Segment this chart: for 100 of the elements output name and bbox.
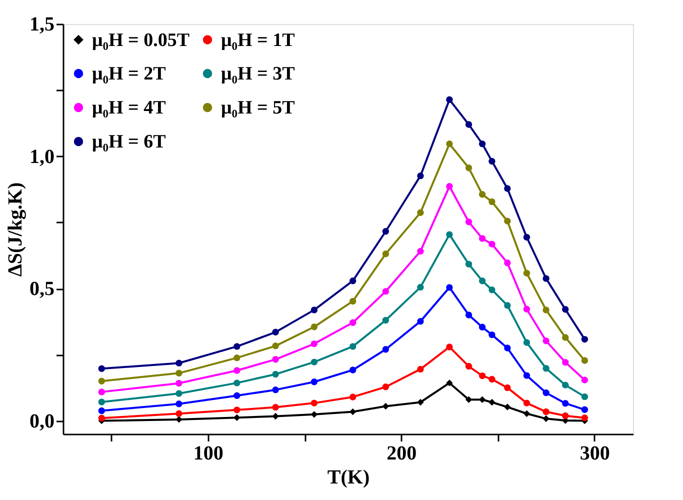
point: [504, 260, 511, 266]
point: [504, 344, 511, 352]
point: [417, 172, 424, 180]
point: [542, 338, 550, 344]
point: [562, 334, 569, 341]
point: [310, 358, 318, 366]
point: [446, 380, 453, 386]
point: [523, 234, 530, 241]
point: [523, 270, 530, 277]
point: [465, 362, 472, 370]
point: [478, 396, 486, 403]
point: [488, 376, 496, 383]
point: [581, 376, 588, 384]
point: [382, 402, 390, 410]
point: [417, 284, 424, 291]
point: [234, 414, 240, 421]
point: [446, 231, 453, 238]
legend-label: μ₀H = 4T: [92, 98, 166, 118]
point: [504, 185, 511, 192]
point: [488, 198, 496, 206]
point: [446, 183, 453, 190]
point: [465, 312, 472, 318]
point: [382, 384, 390, 390]
point: [310, 306, 318, 314]
point: [349, 319, 356, 326]
x-axis-title: T(K): [327, 466, 370, 488]
point: [234, 406, 240, 414]
point: [176, 370, 182, 377]
point: [478, 191, 486, 198]
point: [465, 260, 472, 268]
point: [417, 366, 424, 373]
point: [542, 415, 550, 422]
point: [562, 412, 569, 420]
point: [234, 354, 240, 362]
point: [234, 367, 240, 374]
point: [581, 357, 588, 364]
point: [488, 240, 496, 248]
point: [504, 384, 511, 392]
point: [523, 372, 530, 379]
y-tick-label: 0,0: [30, 410, 54, 432]
point: [504, 218, 511, 224]
point: [542, 408, 550, 416]
point: [349, 278, 356, 284]
point: [272, 328, 279, 336]
x-tick-label: 300: [580, 442, 610, 464]
point: [446, 140, 453, 148]
y-tick-label: 1,5: [30, 14, 54, 36]
point: [272, 404, 279, 411]
point: [272, 370, 279, 378]
point: [488, 158, 496, 165]
legend-label: μ₀H = 5T: [221, 98, 296, 118]
point: [417, 248, 424, 255]
point: [382, 316, 390, 324]
y-tick-label: 0,5: [30, 278, 54, 300]
point: [465, 396, 472, 403]
point: [98, 407, 105, 414]
point: [176, 380, 182, 387]
point: [478, 140, 486, 148]
point: [98, 378, 105, 384]
point: [176, 400, 182, 408]
point: [504, 404, 511, 410]
point: [234, 343, 240, 350]
point: [562, 382, 569, 388]
point: [542, 365, 550, 372]
point: [98, 388, 105, 396]
point: [417, 318, 424, 325]
point: [272, 386, 279, 394]
point: [349, 408, 356, 416]
point: [581, 336, 588, 343]
legend-label: μ₀H = 1T: [221, 30, 296, 51]
x-tick-label: 100: [193, 442, 224, 464]
legend-label: μ₀H = 0.05T: [92, 30, 190, 51]
point: [310, 324, 318, 330]
y-tick-label: 1,0: [30, 146, 54, 168]
point: [98, 365, 105, 372]
point: [382, 346, 390, 353]
point: [446, 96, 453, 103]
point: [349, 394, 356, 400]
legend-label: μ₀H = 6T: [92, 132, 166, 152]
point: [176, 416, 182, 423]
y-axis-title: ΔS(J/kg.K): [4, 182, 26, 277]
point: [504, 302, 511, 309]
point: [446, 284, 453, 291]
point: [523, 339, 530, 346]
point: [488, 286, 496, 294]
point: [176, 360, 182, 366]
point: [562, 306, 569, 313]
point: [272, 356, 279, 363]
point: [382, 228, 390, 235]
point: [478, 324, 486, 330]
point: [488, 398, 496, 406]
point: [310, 411, 318, 418]
point: [349, 298, 356, 305]
point: [562, 400, 569, 407]
point: [478, 278, 486, 284]
point: [417, 398, 424, 406]
point: [523, 410, 530, 417]
x-tick-label: 200: [386, 442, 417, 464]
point: [542, 275, 550, 282]
point: [465, 218, 472, 226]
